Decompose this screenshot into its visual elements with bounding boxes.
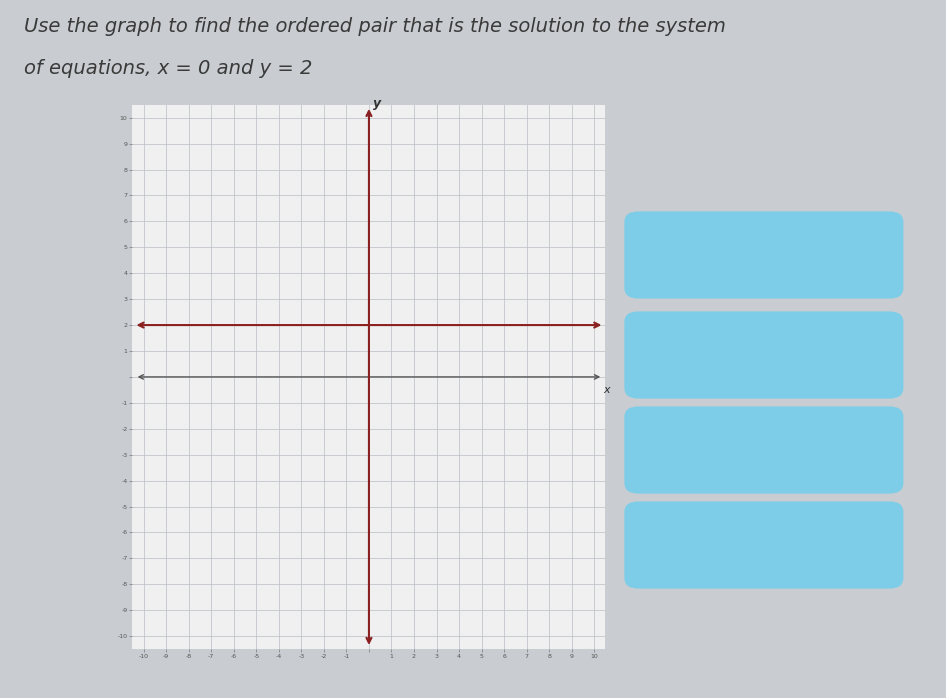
Text: (2,-2): (2,-2) bbox=[737, 346, 791, 364]
Text: (2,0): (2,0) bbox=[741, 535, 787, 554]
Text: x: x bbox=[604, 385, 610, 395]
Text: y: y bbox=[373, 97, 381, 110]
Text: (0,-2): (0,-2) bbox=[737, 246, 791, 265]
Text: Use the graph to find the ordered pair that is the solution to the system: Use the graph to find the ordered pair t… bbox=[24, 17, 726, 36]
Text: (0,2): (0,2) bbox=[741, 440, 787, 459]
Text: of equations, x = 0 and y = 2: of equations, x = 0 and y = 2 bbox=[24, 59, 312, 78]
